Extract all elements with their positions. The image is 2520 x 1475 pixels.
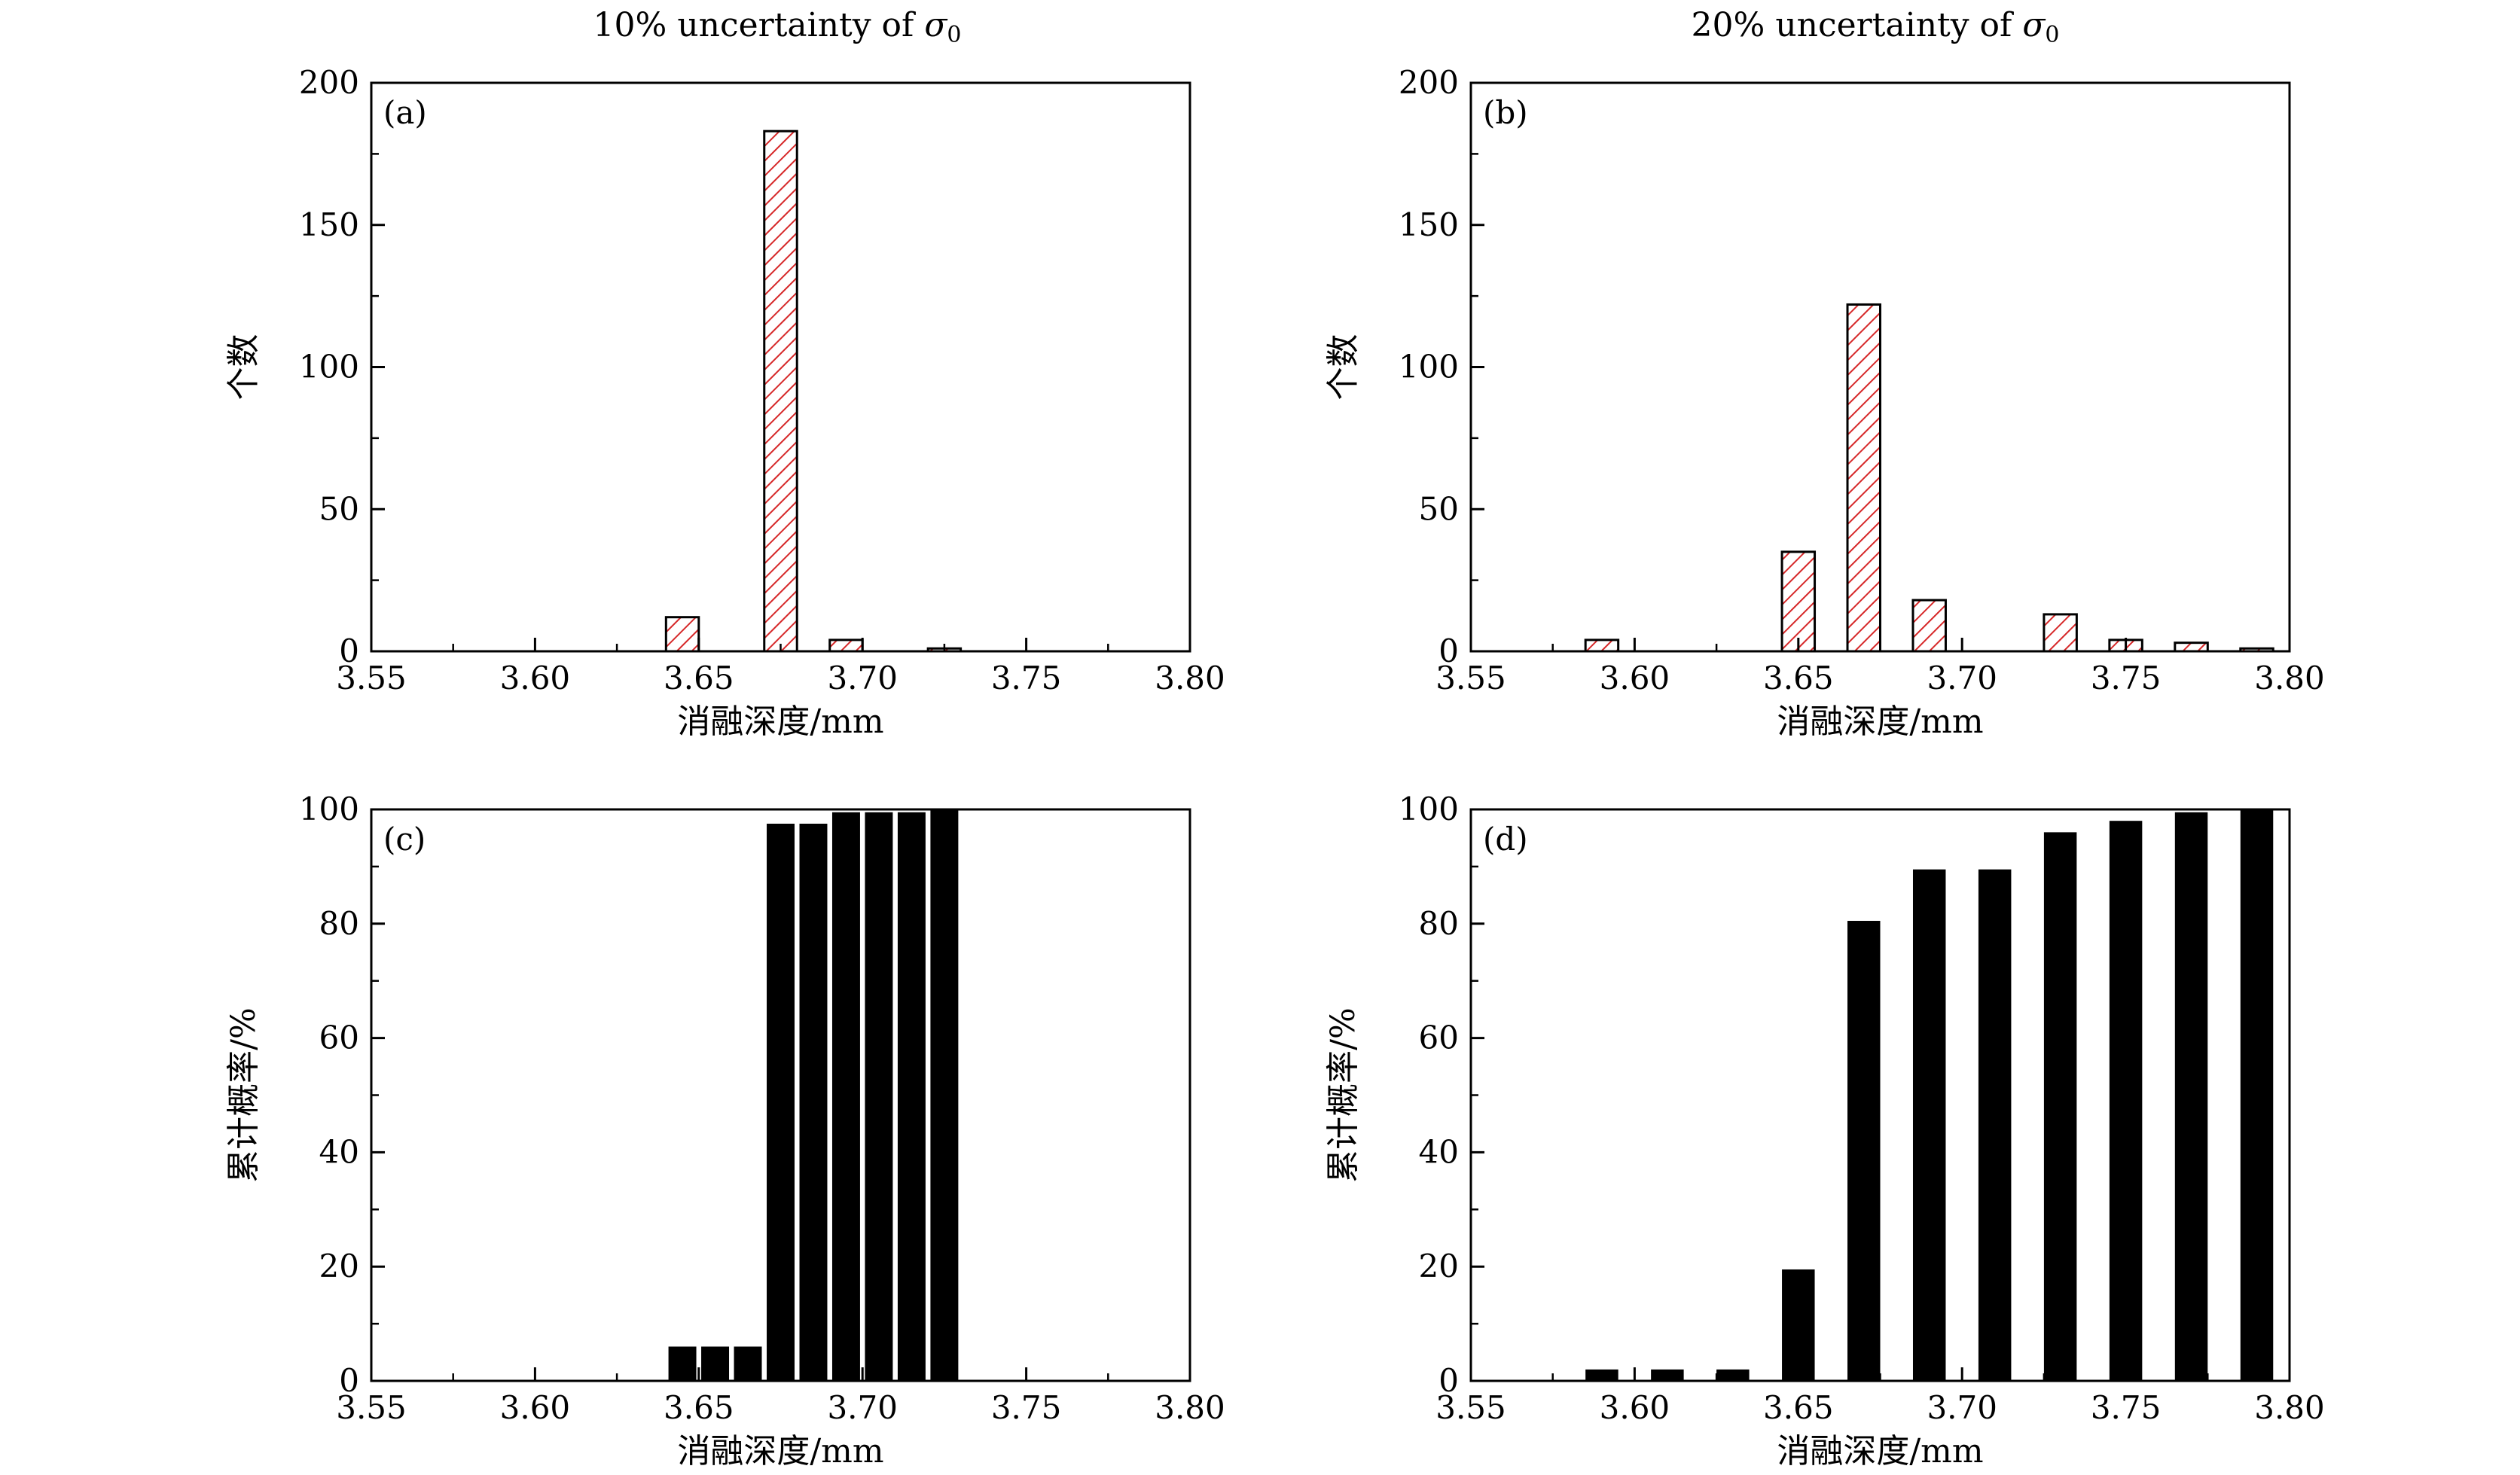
- panel-tag-b: (b): [1483, 94, 1528, 131]
- bar-b-0: [1584, 638, 1620, 653]
- x-tick-label-b-1: 3.60: [1600, 660, 1670, 696]
- x-tick-label-c-4: 3.75: [991, 1389, 1062, 1426]
- y-tick-label-b-3: 150: [1399, 206, 1459, 243]
- bar-b-3: [1911, 599, 1947, 653]
- bar-d-10: [2240, 809, 2274, 1381]
- bar-c-8: [930, 809, 959, 1381]
- x-tick-label-d-1: 3.60: [1600, 1389, 1670, 1426]
- bar-c-3: [767, 823, 795, 1381]
- y-tick-label-c-1: 20: [319, 1248, 359, 1285]
- x-tick-label-b-3: 3.70: [1927, 660, 1997, 696]
- x-tick-label-a-2: 3.65: [664, 660, 734, 696]
- x-tick-label-d-3: 3.70: [1927, 1389, 1997, 1426]
- panel-a: 3.55 3.60 3.65 3.70 3.75 3.80 0 50 100 150 200 (a) 消…: [224, 64, 1225, 741]
- x-axis-label-b: 消融深度/mm: [1777, 702, 1983, 741]
- bar-c-1: [701, 1346, 730, 1381]
- bar-d-6: [1978, 869, 2012, 1381]
- bar-d-4: [1847, 921, 1881, 1381]
- y-tick-label-a-3: 150: [299, 206, 359, 243]
- y-tick-label-c-2: 40: [319, 1133, 359, 1170]
- bar-b-6: [2174, 642, 2209, 653]
- bar-d-9: [2174, 812, 2208, 1381]
- bar-d-0: [1585, 1369, 1618, 1381]
- bar-d-8: [2109, 821, 2143, 1381]
- panel-b: 3.55 3.60 3.65 3.70 3.75 3.80 0 50 100 150 200 (b) 消…: [1324, 64, 2325, 741]
- x-tick-label-b-4: 3.75: [2091, 660, 2162, 696]
- x-tick-label-d-4: 3.75: [2091, 1389, 2162, 1426]
- bar-c-0: [668, 1346, 697, 1381]
- bar-c-5: [831, 812, 860, 1381]
- x-tick-label-a-1: 3.60: [500, 660, 571, 696]
- bar-d-3: [1782, 1269, 1815, 1381]
- x-tick-label-c-2: 3.65: [664, 1389, 734, 1426]
- x-axis-label-d: 消融深度/mm: [1777, 1432, 1983, 1470]
- y-tick-label-b-1: 50: [1419, 490, 1459, 527]
- x-tick-label-b-2: 3.65: [1763, 660, 1834, 696]
- y-tick-label-d-5: 100: [1399, 791, 1459, 827]
- x-tick-label-a-5: 3.80: [1155, 660, 1225, 696]
- y-tick-label-c-0: 0: [339, 1362, 359, 1399]
- bar-c-7: [897, 812, 926, 1381]
- bar-b-2: [1846, 303, 1882, 653]
- x-tick-label-b-0: 3.55: [1435, 660, 1506, 696]
- panel-tag-d: (d): [1483, 821, 1528, 858]
- y-tick-label-b-2: 100: [1399, 349, 1459, 386]
- bar-c-6: [865, 812, 893, 1381]
- y-tick-label-b-0: 0: [1438, 632, 1459, 669]
- y-axis-label-c: 累计概率/%: [224, 1007, 263, 1183]
- panel-tag-a: (a): [383, 94, 427, 131]
- y-tick-label-a-4: 200: [299, 64, 359, 101]
- y-axis-label-d: 累计概率/%: [1324, 1007, 1362, 1183]
- x-tick-label-d-5: 3.80: [2254, 1389, 2325, 1426]
- y-tick-label-c-3: 60: [319, 1019, 359, 1056]
- panel-d: 3.55 3.60 3.65 3.70 3.75 3.80 0 20 40 60 80 100 (d) 消…: [1324, 791, 2325, 1470]
- y-tick-label-a-2: 100: [299, 349, 359, 386]
- bar-b-1: [1780, 550, 1817, 653]
- y-axis-label-b: 个数: [1324, 334, 1362, 401]
- x-tick-label-d-0: 3.55: [1435, 1389, 1506, 1426]
- x-tick-label-b-5: 3.80: [2254, 660, 2325, 696]
- panel-tag-c: (c): [383, 821, 426, 858]
- y-tick-label-a-0: 0: [339, 632, 359, 669]
- panel-c: 3.55 3.60 3.65 3.70 3.75 3.80 0 20 40 60 80 100 (c) 消…: [224, 791, 1225, 1470]
- y-tick-label-d-2: 40: [1419, 1133, 1459, 1170]
- x-axis-label-c: 消融深度/mm: [677, 1432, 883, 1470]
- x-tick-label-c-5: 3.80: [1155, 1389, 1225, 1426]
- y-tick-label-d-4: 80: [1419, 905, 1459, 942]
- bar-a-1: [763, 130, 798, 653]
- bar-a-2: [828, 638, 864, 653]
- x-tick-label-a-0: 3.55: [336, 660, 407, 696]
- column-title-right: 20% uncertainty of σ0: [1692, 6, 2060, 48]
- column-title-left: 10% uncertainty of σ0: [593, 6, 962, 48]
- x-tick-label-c-1: 3.60: [500, 1389, 571, 1426]
- x-tick-label-d-2: 3.65: [1763, 1389, 1834, 1426]
- x-axis-label-a: 消融深度/mm: [677, 702, 883, 741]
- y-tick-label-c-5: 100: [299, 791, 359, 827]
- y-tick-label-b-4: 200: [1399, 64, 1459, 101]
- bar-d-5: [1912, 869, 1946, 1381]
- bar-d-2: [1716, 1369, 1750, 1381]
- x-tick-label-a-3: 3.70: [827, 660, 898, 696]
- x-tick-label-a-4: 3.75: [991, 660, 1062, 696]
- y-tick-label-a-1: 50: [319, 490, 359, 527]
- y-tick-label-d-1: 20: [1419, 1248, 1459, 1285]
- y-tick-label-d-3: 60: [1419, 1019, 1459, 1056]
- bar-d-1: [1651, 1369, 1684, 1381]
- y-tick-label-d-0: 0: [1438, 1362, 1459, 1399]
- bar-a-0: [664, 616, 700, 653]
- bar-d-7: [2043, 832, 2077, 1381]
- x-tick-label-c-0: 3.55: [336, 1389, 407, 1426]
- bar-b-4: [2043, 613, 2078, 653]
- y-tick-label-c-4: 80: [319, 905, 359, 942]
- x-tick-label-c-3: 3.70: [827, 1389, 898, 1426]
- bar-c-2: [734, 1346, 762, 1381]
- bar-c-4: [799, 823, 828, 1381]
- y-axis-label-a: 个数: [224, 334, 263, 401]
